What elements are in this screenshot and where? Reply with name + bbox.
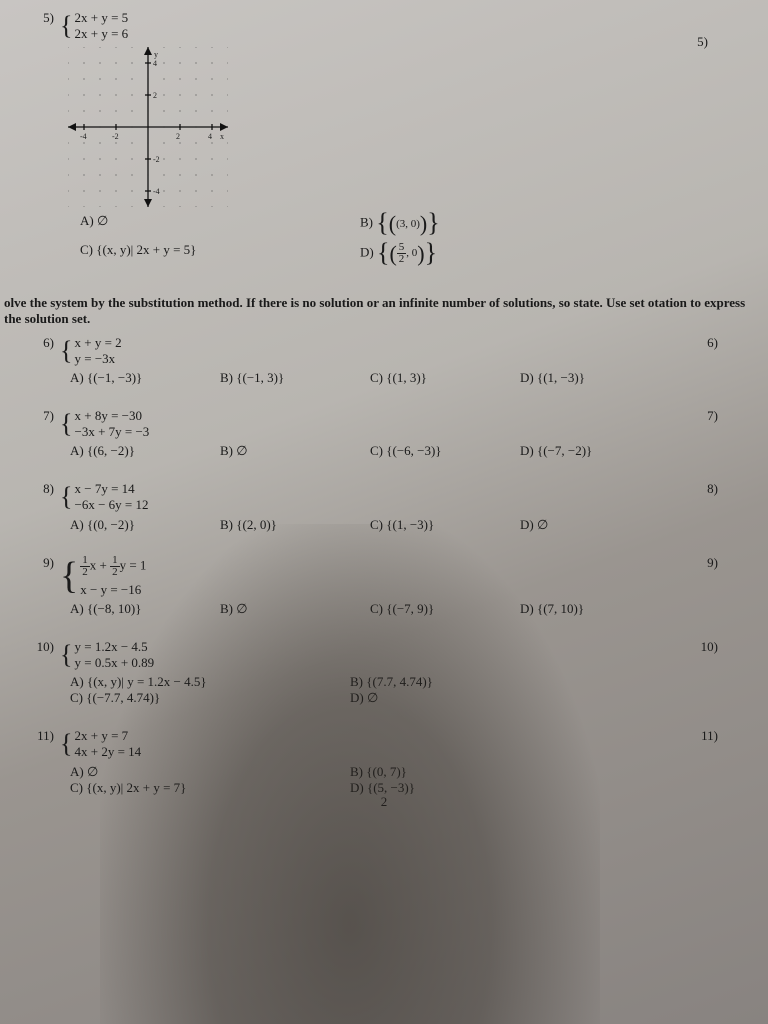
q10-number: 10): [0, 639, 60, 655]
q5-number: 5): [0, 10, 60, 26]
q10-a: A) {(x, y)| y = 1.2x − 4.5}: [70, 674, 350, 690]
q6-a: A) {(−1, −3)}: [70, 370, 220, 386]
q6-choices: A) {(−1, −3)} B) {(−1, 3)} C) {(1, 3)} D…: [70, 370, 748, 386]
q6-b: B) {(−1, 3)}: [220, 370, 370, 386]
svg-text:2: 2: [176, 132, 180, 141]
q5-choice-a: A) ∅: [80, 213, 360, 242]
svg-text:-4: -4: [153, 187, 160, 196]
svg-text:y: y: [154, 50, 158, 59]
q8-d: D) ∅: [520, 517, 670, 533]
q6-eq1: x + y = 2: [74, 335, 121, 351]
q8-choices: A) {(0, −2)} B) {(2, 0)} C) {(1, −3)} D)…: [70, 517, 748, 533]
q11-choices: A) ∅ C) {(x, y)| 2x + y = 7} B) {(0, 7)}…: [70, 764, 748, 796]
q11-number: 11): [0, 728, 60, 744]
q11-answer-blank: 11): [701, 728, 718, 744]
q10-b: B) {(7.7, 4.74)}: [350, 674, 630, 690]
q6-c: C) {(1, 3)}: [370, 370, 520, 386]
q7-answer-blank: 7): [707, 408, 718, 424]
q9-answer-blank: 9): [707, 555, 718, 571]
q8-eq1: x − 7y = 14: [74, 481, 148, 497]
q5-choice-c: C) {(x, y)| 2x + y = 5}: [80, 242, 360, 273]
q5-choices: A) ∅ B) {((3, 0))} C) {(x, y)| 2x + y = …: [80, 213, 748, 273]
q7-d: D) {(−7, −2)}: [520, 443, 670, 459]
q7-a: A) {(6, −2)}: [70, 443, 220, 459]
q5-eq2: 2x + y = 6: [74, 26, 128, 42]
q6-answer-blank: 6): [707, 335, 718, 351]
q7-c: C) {(−6, −3)}: [370, 443, 520, 459]
svg-text:2: 2: [153, 91, 157, 100]
q10-d: D) ∅: [350, 690, 630, 706]
q6-number: 6): [0, 335, 60, 351]
question-11: 11) { 2x + y = 7 4x + 2y = 14 11) A) ∅ C…: [0, 728, 748, 795]
q11-d: D) {(5, −3)}: [350, 780, 630, 796]
q8-a: A) {(0, −2)}: [70, 517, 220, 533]
q8-answer-blank: 8): [707, 481, 718, 497]
q8-number: 8): [0, 481, 60, 497]
svg-text:-4: -4: [80, 132, 87, 141]
q8-c: C) {(1, −3)}: [370, 517, 520, 533]
q11-eq2: 4x + 2y = 14: [74, 744, 141, 760]
svg-text:4: 4: [208, 132, 212, 141]
q10-choices: A) {(x, y)| y = 1.2x − 4.5} C) {(−7.7, 4…: [70, 674, 748, 706]
q9-number: 9): [0, 555, 60, 571]
q9-d: D) {(7, 10)}: [520, 601, 670, 617]
q10-c: C) {(−7.7, 4.74)}: [70, 690, 350, 706]
q10-eq1: y = 1.2x − 4.5: [74, 639, 154, 655]
q5-choice-b: B) {((3, 0))}: [360, 213, 640, 242]
q11-a: A) ∅: [70, 764, 350, 780]
q5-graph: -4 -2 2 4 -4 -2 2 4 y x: [68, 47, 228, 207]
q11-b: B) {(0, 7)}: [350, 764, 630, 780]
q9-choices: A) {(−8, 10)} B) ∅ C) {(−7, 9)} D) {(7, …: [70, 601, 748, 617]
question-5: 5) { 2x + y = 5 2x + y = 6 5) -4 -2: [0, 10, 748, 273]
q7-eq2: −3x + 7y = −3: [74, 424, 149, 440]
q7-number: 7): [0, 408, 60, 424]
instructions: olve the system by the substitution meth…: [0, 295, 748, 327]
q5-choice-d: D) {( 52 , 0 )}: [360, 242, 640, 273]
worksheet-page: 5) { 2x + y = 5 2x + y = 6 5) -4 -2: [0, 0, 768, 828]
svg-text:x: x: [220, 132, 224, 141]
q10-eq2: y = 0.5x + 0.89: [74, 655, 154, 671]
question-8: 8) { x − 7y = 14 −6x − 6y = 12 8) A) {(0…: [0, 481, 748, 532]
q7-b: B) ∅: [220, 443, 370, 459]
question-6: 6) { x + y = 2 y = −3x 6) A) {(−1, −3)} …: [0, 335, 748, 386]
q7-choices: A) {(6, −2)} B) ∅ C) {(−6, −3)} D) {(−7,…: [70, 443, 748, 459]
svg-text:-2: -2: [153, 155, 160, 164]
svg-text:4: 4: [153, 59, 157, 68]
q8-eq2: −6x − 6y = 12: [74, 497, 148, 513]
page-number: 2: [381, 794, 388, 810]
q5-system: { 2x + y = 5 2x + y = 6: [60, 10, 128, 41]
q7-eq1: x + 8y = −30: [74, 408, 149, 424]
q9-b: B) ∅: [220, 601, 370, 617]
question-9: 9) { 12x + 12y = 1 x − y = −16 9) A) {(−…: [0, 555, 748, 618]
q9-a: A) {(−8, 10)}: [70, 601, 220, 617]
q6-d: D) {(1, −3)}: [520, 370, 670, 386]
q6-eq2: y = −3x: [74, 351, 121, 367]
q9-eq1: 12x + 12y = 1: [80, 555, 146, 578]
q11-c: C) {(x, y)| 2x + y = 7}: [70, 780, 350, 796]
q9-eq2: x − y = −16: [80, 582, 146, 598]
q5-answer-blank: 5): [697, 34, 708, 50]
q5-eq1: 2x + y = 5: [74, 10, 128, 26]
q8-b: B) {(2, 0)}: [220, 517, 370, 533]
svg-text:-2: -2: [112, 132, 119, 141]
question-7: 7) { x + 8y = −30 −3x + 7y = −3 7) A) {(…: [0, 408, 748, 459]
question-10: 10) { y = 1.2x − 4.5 y = 0.5x + 0.89 10)…: [0, 639, 748, 706]
q11-eq1: 2x + y = 7: [74, 728, 141, 744]
q10-answer-blank: 10): [701, 639, 718, 655]
q9-c: C) {(−7, 9)}: [370, 601, 520, 617]
